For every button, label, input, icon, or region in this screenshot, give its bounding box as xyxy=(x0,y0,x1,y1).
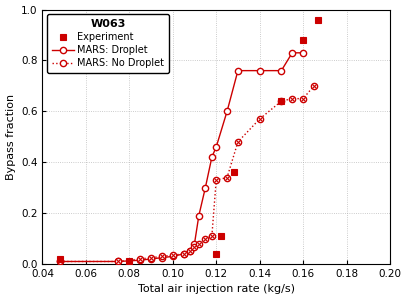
Legend: Experiment, MARS: Droplet, MARS: No Droplet: Experiment, MARS: Droplet, MARS: No Drop… xyxy=(47,14,169,73)
X-axis label: Total air injection rate (kg/s): Total air injection rate (kg/s) xyxy=(138,284,295,294)
Y-axis label: Bypass fraction: Bypass fraction xyxy=(6,94,15,180)
